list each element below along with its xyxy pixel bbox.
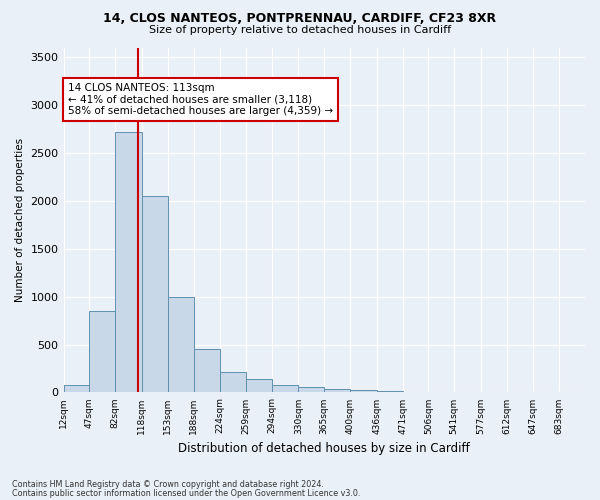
- Text: Contains HM Land Registry data © Crown copyright and database right 2024.: Contains HM Land Registry data © Crown c…: [12, 480, 324, 489]
- Text: Contains public sector information licensed under the Open Government Licence v3: Contains public sector information licen…: [12, 488, 361, 498]
- Bar: [89, 311, 115, 392]
- Bar: [324, 388, 350, 392]
- Bar: [350, 390, 377, 392]
- Bar: [298, 387, 324, 392]
- Bar: [167, 296, 194, 392]
- X-axis label: Distribution of detached houses by size in Cardiff: Distribution of detached houses by size …: [178, 442, 470, 455]
- Bar: [246, 379, 272, 392]
- Bar: [142, 196, 167, 392]
- Text: 14, CLOS NANTEOS, PONTPRENNAU, CARDIFF, CF23 8XR: 14, CLOS NANTEOS, PONTPRENNAU, CARDIFF, …: [103, 12, 497, 26]
- Bar: [272, 385, 298, 392]
- Text: Size of property relative to detached houses in Cardiff: Size of property relative to detached ho…: [149, 25, 451, 35]
- Bar: [194, 350, 220, 393]
- Bar: [115, 132, 142, 392]
- Text: 14 CLOS NANTEOS: 113sqm
← 41% of detached houses are smaller (3,118)
58% of semi: 14 CLOS NANTEOS: 113sqm ← 41% of detache…: [68, 83, 333, 116]
- Bar: [64, 385, 89, 392]
- Y-axis label: Number of detached properties: Number of detached properties: [15, 138, 25, 302]
- Bar: [220, 372, 246, 392]
